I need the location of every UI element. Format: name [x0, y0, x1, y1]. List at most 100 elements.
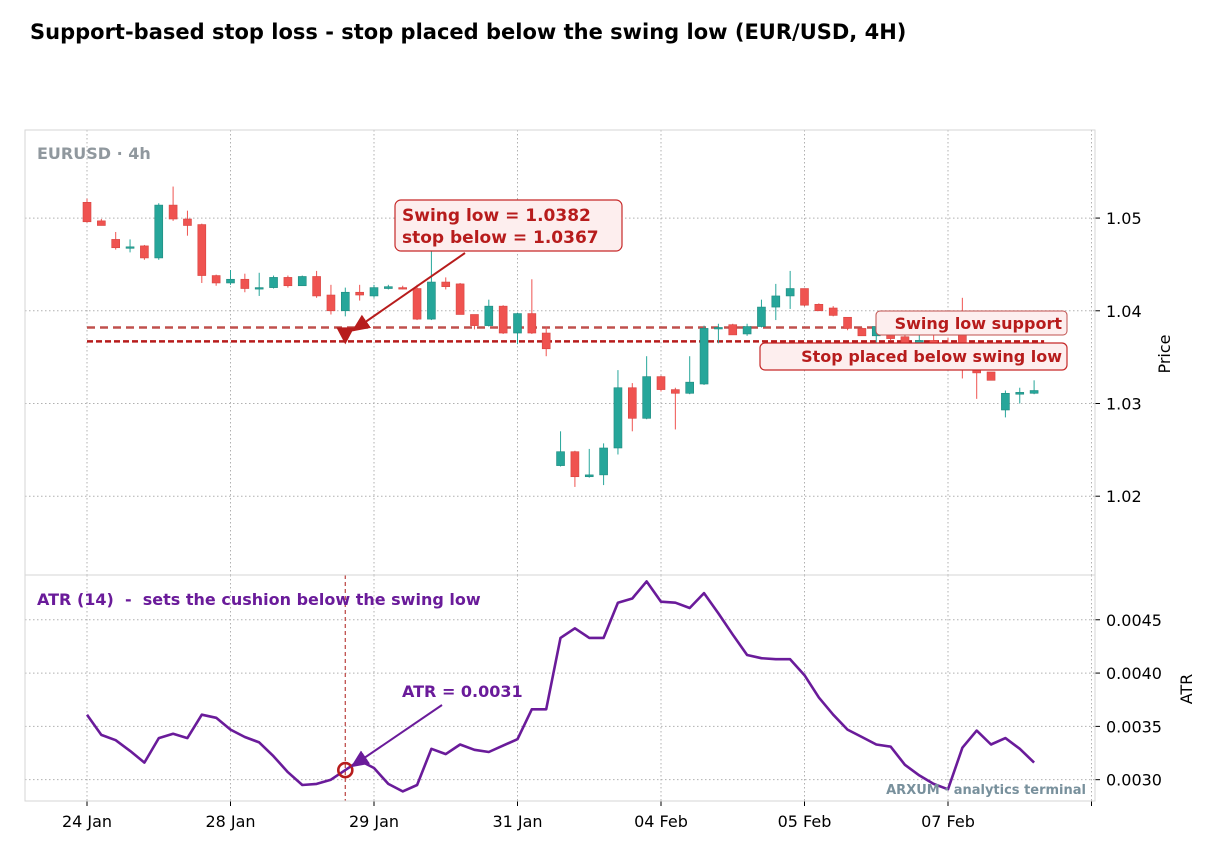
atr-panel-frame [24, 574, 1096, 802]
axes-layer: 24 Jan 28 Jan 29 Jan 31 Jan 04 Feb 05 Feb 07 F… [24, 129, 1162, 831]
candle-body [828, 307, 838, 316]
stop-label: Stop placed below swing low [801, 347, 1062, 366]
atr-highlight-marker [336, 761, 354, 779]
atr-y-tick-label: 0.0030 [1106, 771, 1162, 790]
candle-body [527, 313, 537, 334]
candle-body [297, 276, 307, 287]
x-tick-label: 29 Jan [349, 812, 399, 831]
candle-body [183, 218, 192, 226]
candle-body [384, 286, 393, 289]
atr-layer [85, 575, 1036, 801]
candle-body [1029, 390, 1039, 394]
candle-body [154, 204, 164, 259]
candle-body [513, 313, 522, 334]
candle-body [800, 288, 809, 306]
candle-body [1001, 392, 1010, 411]
candle-body [355, 291, 364, 296]
atr-y-tick-label: 0.0040 [1106, 664, 1162, 683]
candle-body [211, 275, 221, 284]
candle-body [671, 389, 680, 394]
x-tick-label: 28 Jan [205, 812, 255, 831]
price-y-axis-label: Price [1155, 334, 1174, 373]
candle-body [470, 314, 479, 326]
swing-low-marker [336, 327, 355, 345]
candle-body [742, 326, 752, 335]
support-label: Swing low support [895, 314, 1063, 333]
candle-body [714, 327, 723, 330]
price-panel-label: EURUSD · 4h [37, 144, 151, 163]
candle-body [656, 376, 666, 390]
candle-body [857, 328, 867, 337]
candle-body [226, 278, 235, 284]
atr-y-tick-label: 0.0035 [1106, 717, 1162, 736]
candle-body [484, 305, 494, 326]
candle-body [570, 451, 580, 478]
candle-body [427, 281, 436, 320]
candle-body [627, 387, 637, 419]
candle-body [728, 324, 738, 336]
candle-body [1015, 392, 1025, 395]
candle-body [584, 474, 594, 478]
watermark: ARXUM · analytics terminal [886, 783, 1086, 798]
candle-body [412, 288, 422, 320]
candle-body [125, 246, 135, 249]
candle-body [986, 371, 996, 381]
candle-body [685, 381, 695, 394]
x-tick-label: 24 Jan [62, 812, 112, 831]
price-y-tick-label: 1.02 [1106, 487, 1142, 506]
candle-body [900, 336, 910, 344]
candle-body [340, 291, 350, 312]
candle-body [269, 277, 278, 288]
candle-body [312, 276, 321, 297]
candle-body [441, 281, 451, 287]
candle-body [197, 224, 207, 276]
atr-y-tick-label: 0.0045 [1106, 611, 1162, 630]
atr-arrow [350, 704, 443, 768]
price-y-tick-label: 1.03 [1106, 394, 1142, 413]
candle-body [82, 202, 92, 223]
candle-body [326, 294, 336, 312]
candle-body [254, 287, 264, 290]
swing-low-arrow [351, 252, 466, 332]
candle-body [455, 283, 465, 315]
x-tick-label: 31 Jan [492, 812, 542, 831]
candle-body [97, 220, 106, 226]
candle-body [814, 303, 824, 312]
candle-body [369, 287, 379, 297]
candle-body [556, 451, 565, 466]
x-tick-label: 04 Feb [634, 812, 688, 831]
candle-body [283, 277, 293, 287]
candle-body [398, 287, 408, 290]
candle-body [642, 376, 651, 419]
candle-body [843, 316, 852, 329]
swing-low-value-text: Swing low = 1.0382 [402, 206, 591, 226]
x-tick-label: 07 Feb [921, 812, 975, 831]
candle-body [498, 305, 508, 334]
atr-value-annotation: ATR = 0.0031 [402, 682, 523, 701]
candle-body [140, 245, 149, 259]
candle-body [541, 332, 551, 350]
candle-body [240, 278, 250, 289]
stop-below-value-text: stop below = 1.0367 [402, 228, 599, 248]
candle-body [771, 295, 781, 308]
candle-body [757, 306, 766, 327]
candle-body [111, 239, 120, 249]
price-y-tick-label: 1.04 [1106, 302, 1142, 321]
price-y-tick-label: 1.05 [1106, 209, 1142, 228]
candle-body [599, 447, 608, 476]
atr-y-axis-label: ATR [1177, 674, 1196, 705]
candle-body [168, 204, 178, 220]
swing-low-annotation-box [394, 199, 623, 252]
atr-panel-label: ATR (14) - sets the cushion below the sw… [37, 590, 481, 609]
candle-body [785, 288, 795, 297]
candle-body [699, 328, 709, 385]
candle-body [613, 387, 623, 449]
support-label-box [875, 310, 1068, 336]
atr-line [85, 580, 1036, 793]
chart-title: Support-based stop loss - stop placed be… [30, 20, 907, 44]
grid-layer [25, 130, 1095, 801]
stop-label-box [759, 342, 1068, 371]
x-tick-label: 05 Feb [778, 812, 832, 831]
